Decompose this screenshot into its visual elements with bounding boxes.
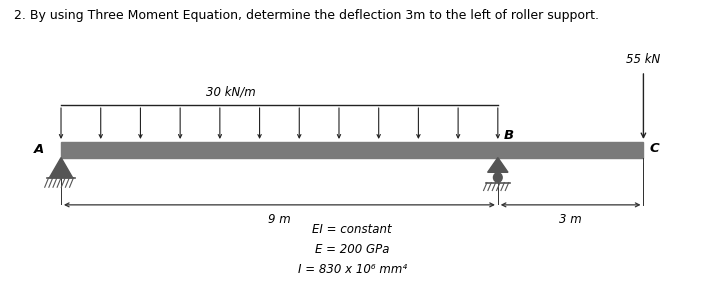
Text: C: C [649, 142, 659, 155]
Text: 2. By using Three Moment Equation, determine the deflection 3m to the left of ro: 2. By using Three Moment Equation, deter… [14, 9, 600, 22]
Polygon shape [487, 158, 508, 172]
Text: EI = constant: EI = constant [313, 223, 392, 236]
Text: B: B [503, 129, 514, 142]
Bar [61, 142, 644, 158]
Text: E = 200 GPa: E = 200 GPa [315, 243, 390, 256]
Text: I = 830 x 10⁶ mm⁴: I = 830 x 10⁶ mm⁴ [298, 263, 407, 276]
Circle shape [493, 173, 502, 182]
Text: 30 kN/m: 30 kN/m [206, 86, 256, 99]
Text: 9 m: 9 m [268, 213, 290, 226]
Text: 55 kN: 55 kN [626, 53, 661, 66]
Text: 3 m: 3 m [559, 213, 582, 226]
Text: A: A [34, 143, 44, 156]
Polygon shape [50, 158, 73, 178]
